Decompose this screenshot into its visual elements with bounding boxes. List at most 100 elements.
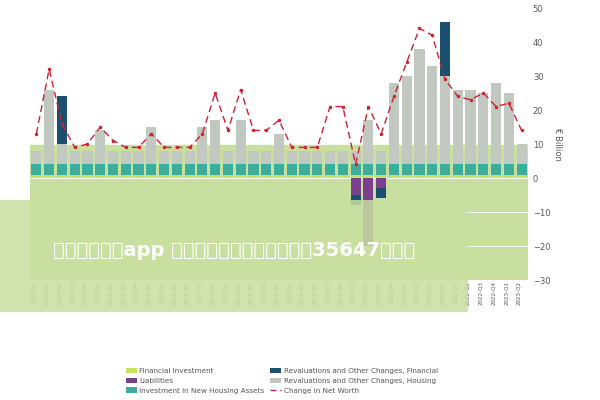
Bar bbox=[427, 66, 437, 164]
Bar bbox=[248, 174, 259, 178]
Bar bbox=[146, 174, 157, 178]
Bar bbox=[325, 164, 335, 174]
Bar bbox=[31, 151, 41, 164]
Bar bbox=[108, 151, 118, 164]
Bar bbox=[427, 174, 437, 178]
Bar bbox=[452, 164, 463, 174]
Bar bbox=[172, 164, 182, 174]
Bar bbox=[197, 164, 208, 174]
Bar bbox=[70, 164, 80, 174]
Bar bbox=[287, 164, 297, 174]
Bar bbox=[478, 93, 488, 164]
Bar bbox=[415, 49, 425, 164]
Bar bbox=[363, 178, 373, 246]
Bar bbox=[82, 151, 92, 164]
Bar bbox=[389, 164, 399, 174]
Bar bbox=[57, 144, 67, 164]
Bar bbox=[350, 151, 361, 164]
Bar bbox=[121, 174, 131, 178]
Bar bbox=[491, 83, 501, 164]
Bar bbox=[44, 90, 54, 164]
Bar bbox=[261, 174, 271, 178]
Legend: Financial Investment, Liabilities, Investment in New Housing Assets, Revaluation: Financial Investment, Liabilities, Inves… bbox=[123, 365, 441, 396]
Bar bbox=[452, 174, 463, 178]
Bar bbox=[57, 164, 67, 174]
Bar bbox=[159, 151, 169, 164]
Bar bbox=[172, 174, 182, 178]
Bar bbox=[517, 144, 527, 164]
Bar bbox=[210, 120, 220, 164]
Bar bbox=[338, 164, 348, 174]
Bar bbox=[172, 151, 182, 164]
Bar bbox=[504, 93, 514, 164]
Bar bbox=[312, 151, 322, 164]
Bar bbox=[95, 164, 106, 174]
Bar bbox=[95, 130, 106, 164]
Bar bbox=[185, 164, 195, 174]
Bar bbox=[325, 151, 335, 164]
Bar bbox=[261, 164, 271, 174]
Bar bbox=[299, 164, 310, 174]
Bar bbox=[363, 164, 373, 174]
Bar bbox=[159, 164, 169, 174]
Bar bbox=[376, 188, 386, 198]
Bar bbox=[440, 76, 450, 164]
Bar bbox=[491, 164, 501, 174]
Bar bbox=[44, 174, 54, 178]
Bar bbox=[401, 174, 412, 178]
Bar bbox=[287, 151, 297, 164]
Bar bbox=[223, 164, 233, 174]
Bar bbox=[133, 151, 143, 164]
Bar bbox=[70, 174, 80, 178]
Bar bbox=[108, 174, 118, 178]
Bar bbox=[30, 144, 528, 280]
Bar bbox=[350, 178, 361, 195]
Bar bbox=[363, 120, 373, 164]
Bar bbox=[299, 151, 310, 164]
Bar bbox=[466, 164, 476, 174]
Bar bbox=[466, 174, 476, 178]
Bar bbox=[185, 151, 195, 164]
Bar bbox=[248, 164, 259, 174]
Bar bbox=[517, 164, 527, 174]
Bar bbox=[57, 96, 67, 144]
Bar bbox=[82, 164, 92, 174]
Bar bbox=[274, 174, 284, 178]
Bar bbox=[376, 174, 386, 178]
Bar bbox=[312, 174, 322, 178]
Bar bbox=[133, 174, 143, 178]
Bar bbox=[274, 164, 284, 174]
Bar bbox=[350, 164, 361, 174]
Bar bbox=[312, 164, 322, 174]
Bar bbox=[389, 83, 399, 164]
Bar bbox=[133, 164, 143, 174]
Bar bbox=[440, 164, 450, 174]
Bar bbox=[223, 174, 233, 178]
Bar bbox=[415, 174, 425, 178]
Bar bbox=[415, 164, 425, 174]
Bar bbox=[121, 164, 131, 174]
Bar bbox=[478, 174, 488, 178]
Bar bbox=[236, 120, 246, 164]
Bar bbox=[376, 151, 386, 164]
Bar bbox=[185, 174, 195, 178]
Text: 股票实盘配资app 本轮巴以冲突已致加沙地带35647人死亡: 股票实盘配资app 本轮巴以冲突已致加沙地带35647人死亡 bbox=[53, 241, 415, 260]
Bar bbox=[197, 174, 208, 178]
Bar bbox=[44, 164, 54, 174]
Bar bbox=[440, 22, 450, 76]
Bar bbox=[491, 174, 501, 178]
Bar bbox=[299, 174, 310, 178]
Bar bbox=[236, 164, 246, 174]
Bar bbox=[376, 178, 386, 188]
Bar bbox=[338, 174, 348, 178]
Bar bbox=[363, 174, 373, 178]
Bar bbox=[338, 151, 348, 164]
Bar bbox=[121, 151, 131, 164]
Bar bbox=[223, 151, 233, 164]
Bar bbox=[466, 90, 476, 164]
Bar bbox=[210, 164, 220, 174]
Bar bbox=[95, 174, 106, 178]
Bar bbox=[478, 164, 488, 174]
Bar bbox=[427, 164, 437, 174]
Bar bbox=[376, 164, 386, 174]
